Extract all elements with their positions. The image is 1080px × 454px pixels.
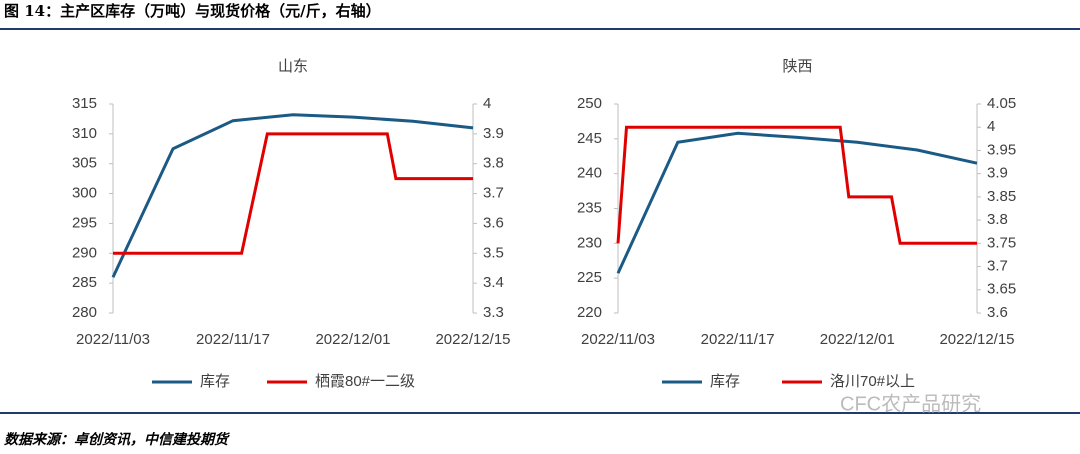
x-tick-label: 2022/11/03 xyxy=(76,331,150,348)
y2-tick-label: 3.5 xyxy=(483,244,504,261)
legend-label: 洛川70#以上 xyxy=(830,373,915,390)
series-line xyxy=(111,113,474,278)
x-tick-label: 2022/12/15 xyxy=(939,331,1014,348)
y2-tick-label: 3.7 xyxy=(483,185,504,202)
y-tick-label: 230 xyxy=(577,234,602,251)
y2-tick-label: 3.95 xyxy=(987,141,1016,158)
y-tick-label: 280 xyxy=(72,304,97,321)
y-tick-label: 290 xyxy=(72,244,97,261)
y2-tick-label: 3.4 xyxy=(483,274,504,291)
y2-tick-label: 3.8 xyxy=(987,211,1008,228)
y2-tick-label: 3.6 xyxy=(987,304,1008,321)
x-tick-label: 2022/11/17 xyxy=(701,331,775,348)
y-tick-label: 285 xyxy=(72,274,97,291)
source-note: 数据来源：卓创资讯，中信建投期货 xyxy=(4,431,230,448)
chart-title: 山东 xyxy=(278,57,308,75)
figure-title: 图 14：主产区库存（万吨）与现货价格（元/斤，右轴） xyxy=(4,2,381,20)
y-tick-label: 295 xyxy=(72,214,97,231)
series-line xyxy=(616,125,977,245)
y2-tick-label: 3.9 xyxy=(987,165,1008,182)
x-tick-label: 2022/11/03 xyxy=(581,331,655,348)
y2-tick-label: 3.7 xyxy=(987,258,1008,275)
y-tick-label: 305 xyxy=(72,155,97,172)
x-tick-label: 2022/12/15 xyxy=(435,331,510,348)
x-tick-label: 2022/12/01 xyxy=(315,331,390,348)
y2-tick-label: 3.6 xyxy=(483,214,504,231)
legend-label: 库存 xyxy=(200,373,230,390)
y2-tick-label: 3.9 xyxy=(483,125,504,142)
y-tick-label: 315 xyxy=(72,95,97,112)
y2-tick-label: 3.75 xyxy=(987,234,1016,251)
y-tick-label: 240 xyxy=(577,165,602,182)
watermark: CFC农产品研究 xyxy=(840,392,981,415)
y2-tick-label: 3.3 xyxy=(483,304,504,321)
y2-tick-label: 3.8 xyxy=(483,155,504,172)
y-tick-label: 235 xyxy=(577,199,602,216)
y2-tick-label: 4 xyxy=(987,118,995,135)
y2-tick-label: 4 xyxy=(483,95,491,112)
legend-label: 库存 xyxy=(710,373,740,390)
y-tick-label: 250 xyxy=(577,95,602,112)
y-tick-label: 310 xyxy=(72,125,97,142)
x-tick-label: 2022/12/01 xyxy=(820,331,895,348)
y2-tick-label: 3.85 xyxy=(987,188,1016,205)
series-line xyxy=(113,132,473,255)
y-tick-label: 300 xyxy=(72,185,97,202)
y2-tick-label: 3.65 xyxy=(987,281,1016,298)
chart-title: 陕西 xyxy=(782,57,812,75)
y-tick-label: 220 xyxy=(577,304,602,321)
series-line xyxy=(616,131,978,274)
legend-label: 栖霞80#一二级 xyxy=(315,373,415,390)
y-tick-label: 225 xyxy=(577,269,602,286)
y2-tick-label: 4.05 xyxy=(987,95,1016,112)
y-tick-label: 245 xyxy=(577,130,602,147)
x-tick-label: 2022/11/17 xyxy=(196,331,270,348)
